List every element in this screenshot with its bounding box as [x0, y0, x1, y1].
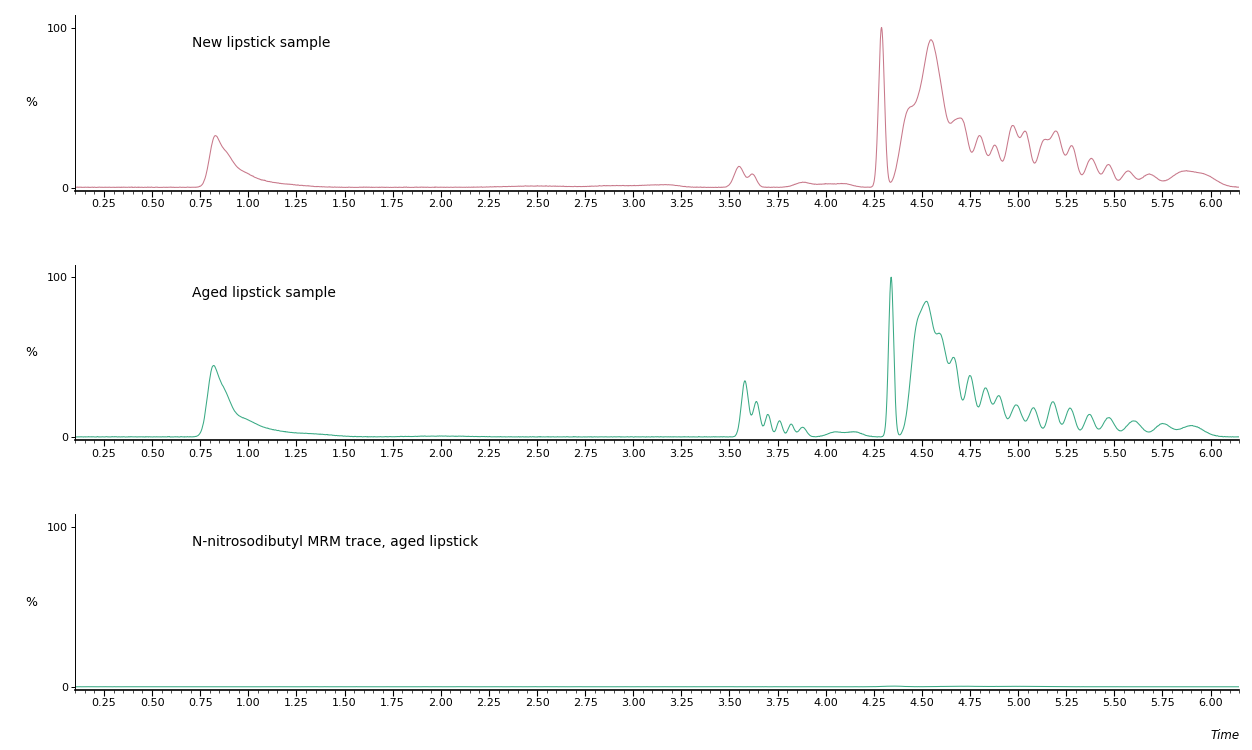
Text: New lipstick sample: New lipstick sample — [192, 36, 331, 50]
Text: %: % — [25, 596, 36, 608]
Text: Aged lipstick sample: Aged lipstick sample — [192, 286, 336, 300]
Text: Time: Time — [1211, 729, 1239, 742]
Text: %: % — [25, 97, 36, 109]
Text: N-nitrosodibutyl MRM trace, aged lipstick: N-nitrosodibutyl MRM trace, aged lipstic… — [192, 536, 478, 549]
Text: %: % — [25, 346, 36, 359]
